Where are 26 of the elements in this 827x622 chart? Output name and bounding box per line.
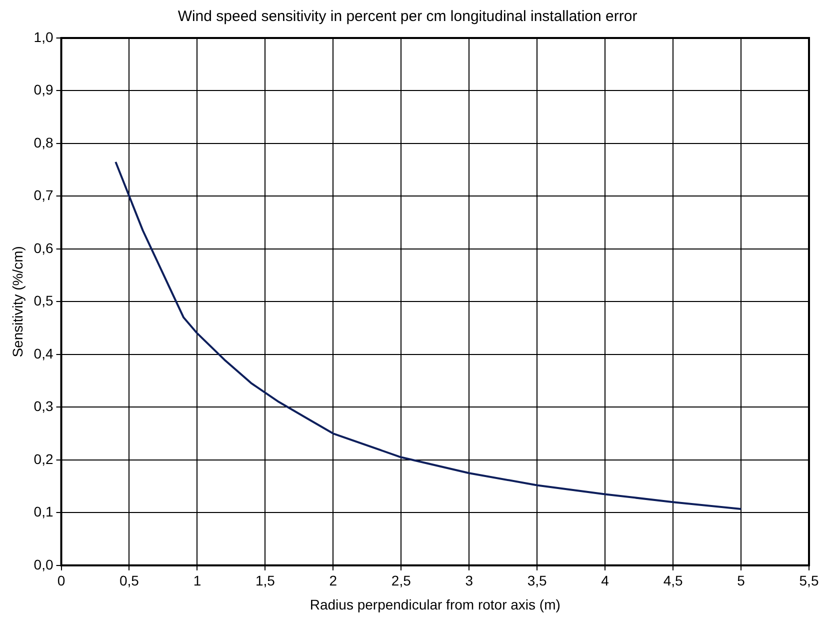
x-tick-label: 5 bbox=[737, 572, 746, 589]
chart-title: Wind speed sensitivity in percent per cm longitudinal installation error bbox=[178, 8, 638, 26]
x-tick-label: 3,5 bbox=[527, 572, 548, 589]
y-tick-label: 0,3 bbox=[34, 398, 54, 414]
y-tick-label: 0,5 bbox=[34, 292, 54, 309]
y-tick-label: 0,4 bbox=[34, 345, 54, 362]
x-tick-label: 1,5 bbox=[255, 572, 276, 589]
x-tick-label: 4,5 bbox=[663, 572, 683, 589]
y-tick-label: 0,9 bbox=[34, 82, 54, 98]
y-tick-label: 1,0 bbox=[34, 28, 54, 45]
x-tick-label: 0 bbox=[57, 572, 66, 589]
x-tick-label: 2 bbox=[329, 572, 338, 589]
x-tick-label: 1 bbox=[193, 572, 202, 589]
x-tick-label: 4 bbox=[601, 572, 610, 589]
y-tick-label: 0,6 bbox=[34, 240, 54, 256]
y-tick-label: 0,0 bbox=[34, 556, 54, 572]
x-tick-label: 0,5 bbox=[120, 572, 140, 589]
x-tick-label: 2,5 bbox=[391, 572, 412, 589]
x-axis-title: Radius perpendicular from rotor axis (m) bbox=[310, 596, 560, 612]
y-tick-label: 0,2 bbox=[34, 450, 54, 467]
y-axis-title: Sensitivity (%/cm) bbox=[9, 246, 26, 358]
y-tick-label: 0,8 bbox=[34, 134, 54, 150]
x-tick-label: 3 bbox=[465, 572, 474, 589]
y-tick-label: 0,7 bbox=[34, 187, 54, 204]
x-tick-label: 5,5 bbox=[799, 572, 819, 589]
y-tick-label: 0,1 bbox=[34, 504, 54, 520]
